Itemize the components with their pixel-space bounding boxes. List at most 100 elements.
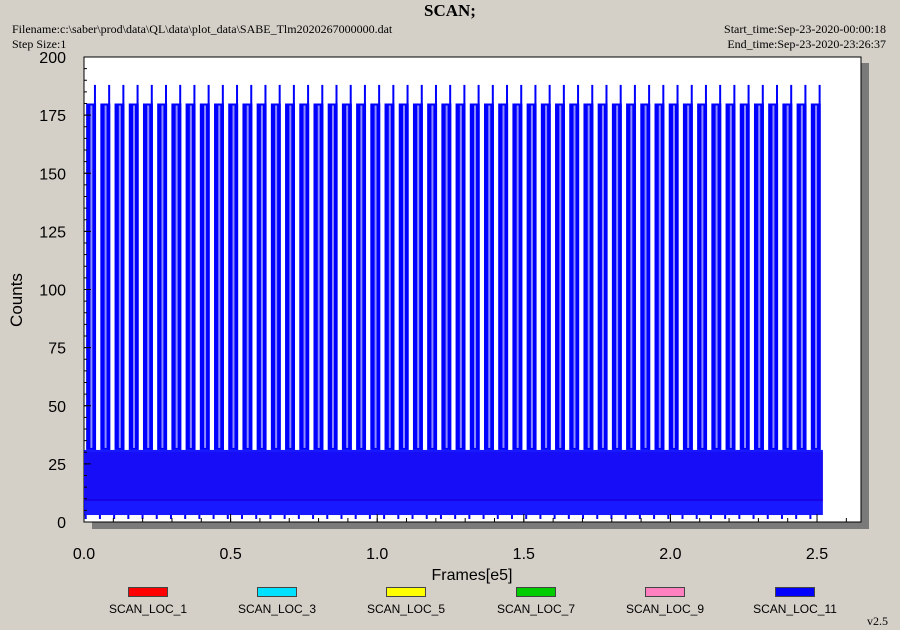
series-gap: [644, 105, 647, 448]
version-label: v2.5: [867, 614, 888, 628]
series-gap: [758, 105, 761, 448]
series-dip: [653, 515, 656, 519]
series-dip: [269, 515, 272, 519]
series-spike-tip: [207, 84, 210, 450]
series-dip: [84, 515, 87, 519]
series-gap: [815, 105, 818, 448]
x-tick-label: 1.5: [513, 546, 535, 563]
axes-layer: 0 25 50 75 100 125 150 175 200 0.0 0.5 1.0 1.5 2.0 2.5: [39, 50, 847, 563]
filename-text: Filename:c:\saber\prod\data\QL\data\plot…: [12, 22, 393, 36]
series-dip: [525, 515, 528, 519]
series-spike-tip: [548, 84, 551, 450]
chart-title: SCAN;: [424, 1, 476, 20]
series-gap: [772, 105, 775, 448]
series-spike-tip: [434, 84, 437, 450]
y-axis-label: Counts: [7, 273, 26, 327]
series-dip: [468, 515, 471, 519]
y-tick-label: 25: [48, 457, 66, 474]
series-dip: [752, 515, 755, 519]
series-dip: [496, 515, 499, 519]
series-gap: [630, 105, 633, 448]
series-gap: [90, 105, 93, 448]
legend-item: SCAN_LOC_7: [476, 585, 596, 616]
series-dip: [411, 515, 414, 519]
series-gap: [118, 105, 121, 448]
series-dip: [297, 515, 300, 519]
series-spike-tip: [520, 84, 523, 450]
series-gap: [431, 105, 434, 448]
series-gap: [715, 105, 718, 448]
legend-item: SCAN_LOC_3: [217, 585, 337, 616]
series-dip: [326, 515, 329, 519]
series-gap: [189, 105, 192, 448]
series-dip: [98, 515, 101, 519]
series-spike-tip: [292, 84, 295, 450]
series-spike-tip: [690, 84, 693, 450]
series-gap: [658, 105, 661, 448]
series-gap: [459, 105, 462, 448]
series-spike-tip: [335, 84, 338, 450]
series-spike-tip: [477, 84, 480, 450]
series-dip: [567, 515, 570, 519]
series-dip: [539, 515, 542, 519]
series-spike-tip: [463, 84, 466, 450]
series-gap: [545, 105, 548, 448]
series-dip: [638, 515, 641, 519]
series-dip: [510, 515, 513, 519]
series-spike-tip: [221, 84, 224, 450]
series-gap: [616, 105, 619, 448]
series-dip: [397, 515, 400, 519]
series-gap: [161, 105, 164, 448]
series-gap: [587, 105, 590, 448]
series-dip: [809, 515, 812, 519]
series-dip: [553, 515, 556, 519]
series-dip: [667, 515, 670, 519]
series-dip: [212, 515, 215, 519]
x-tick-label: 1.0: [366, 546, 388, 563]
series-spike-tip: [108, 84, 111, 450]
series-gap: [502, 105, 505, 448]
series-gap: [800, 105, 803, 448]
series-spike-tip: [378, 84, 381, 450]
series-spike-tip: [321, 84, 324, 450]
series-gap: [147, 105, 150, 448]
series-gap: [488, 105, 491, 448]
series-gap: [331, 105, 334, 448]
series-dip: [283, 515, 286, 519]
series-gap: [516, 105, 519, 448]
series-spike-tip: [406, 84, 409, 450]
series-spike-tip: [761, 84, 764, 450]
series-gap: [601, 105, 604, 448]
series-dip: [141, 515, 144, 519]
legend-label: SCAN_LOC_9: [625, 602, 705, 616]
series-spike-tip: [349, 84, 352, 450]
series-gap: [232, 105, 235, 448]
series-gap: [672, 105, 675, 448]
series-dip: [454, 515, 457, 519]
series-dip: [169, 515, 172, 519]
series-spike-tip: [236, 84, 239, 450]
series-spike-tip: [491, 84, 494, 450]
legend: SCAN_LOC_1 SCAN_LOC_3 SCAN_LOC_5 SCAN_LOC_7…: [0, 585, 900, 616]
series-spike-tip: [264, 84, 267, 450]
file-info: Filename:c:\saber\prod\data\QL\data\plot…: [12, 22, 392, 52]
series-dip: [709, 515, 712, 519]
series-gap: [218, 105, 221, 448]
series-spike-tip: [704, 84, 707, 450]
x-tick-label: 0.5: [219, 546, 241, 563]
series-spike-tip: [577, 84, 580, 450]
series-gap: [289, 105, 292, 448]
series-gap: [275, 105, 278, 448]
series-spike-tip: [719, 84, 722, 450]
series-dip: [241, 515, 244, 519]
series-spike-tip: [818, 84, 821, 450]
series-gap: [204, 105, 207, 448]
legend-label: SCAN_LOC_11: [753, 602, 837, 616]
series-spike-tip: [449, 84, 452, 450]
series-dip: [766, 515, 769, 519]
series-spike-tip: [775, 84, 778, 450]
legend-label: SCAN_LOC_3: [237, 602, 317, 616]
legend-label: SCAN_LOC_7: [496, 602, 576, 616]
y-tick-label: 50: [48, 399, 66, 416]
